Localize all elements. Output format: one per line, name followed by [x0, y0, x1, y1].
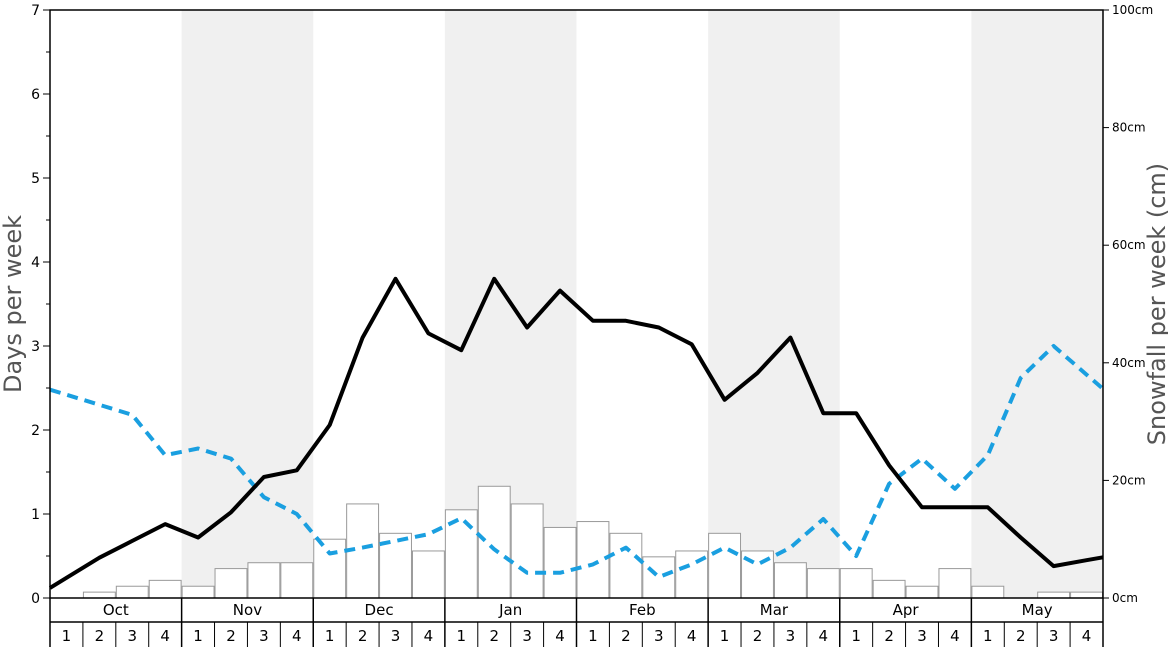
week-label: 2 [621, 627, 631, 645]
y-right-tick-label: 100cm [1112, 3, 1153, 17]
month-shade-may [971, 10, 1103, 598]
snowfall-bar [280, 562, 314, 599]
solid-line-series [48, 276, 1104, 590]
week-label: 2 [95, 627, 105, 645]
y-right-tick-label: 40cm [1112, 356, 1146, 370]
snowfall-bar [148, 579, 182, 599]
snowfall-bar [181, 585, 215, 599]
month-label-feb: Feb [629, 601, 656, 619]
week-label: 1 [62, 627, 72, 645]
snowfall-bar [379, 532, 412, 599]
week-label: 3 [786, 627, 796, 645]
month-label-mar: Mar [760, 601, 789, 619]
y-right-tick-label: 0cm [1112, 591, 1138, 605]
month-shade-nov [181, 10, 314, 598]
snowfall-bar [510, 503, 544, 599]
week-label: 1 [983, 627, 993, 645]
week-label: 2 [489, 627, 499, 645]
snowfall-bar [806, 568, 840, 599]
snowfall-bar [1070, 591, 1103, 599]
week-label: 3 [654, 627, 664, 645]
month-label-apr: Apr [893, 601, 920, 619]
week-label: 2 [226, 627, 236, 645]
week-label: 2 [1016, 627, 1026, 645]
snowfall-bar [115, 585, 149, 599]
y-left-tick-label: 2 [31, 423, 40, 439]
week-label: 2 [358, 627, 368, 645]
week-label: 2 [884, 627, 894, 645]
week-label: 3 [259, 627, 269, 645]
month-label-nov: Nov [233, 601, 262, 619]
month-label-jan: Jan [498, 601, 522, 619]
week-label: 4 [424, 627, 434, 645]
week-label: 1 [193, 627, 203, 645]
week-label: 1 [851, 627, 861, 645]
week-label: 4 [292, 627, 302, 645]
week-label: 4 [160, 627, 170, 645]
y-left-tick-label: 5 [31, 171, 40, 187]
snowfall-bar [905, 585, 939, 599]
month-shading [181, 10, 1103, 598]
y-left-tick-label: 7 [31, 3, 40, 19]
month-shade-mar [708, 10, 840, 598]
week-label: 3 [917, 627, 927, 645]
y-right-tick-label: 20cm [1112, 473, 1146, 487]
snowfall-bar [576, 521, 610, 599]
snowfall-bar [313, 538, 347, 599]
snowfall-bar [872, 579, 906, 599]
snowfall-bar [411, 550, 445, 599]
y-left-tick-label: 4 [31, 255, 40, 271]
line-series [48, 276, 1105, 590]
y-right-tick-label: 60cm [1112, 238, 1146, 252]
axes: 0 1 2 3 4 5 6 7 0cm 20cm 40cm 60cm 80cm 100cm [31, 3, 1153, 607]
snowfall-bar [839, 568, 873, 599]
week-label: 3 [522, 627, 532, 645]
y-axis-left-title: Days per week [0, 215, 27, 393]
week-label: 1 [720, 627, 730, 645]
week-label: 4 [555, 627, 565, 645]
snowfall-bar [708, 532, 742, 599]
y-left-tick-label: 6 [31, 87, 40, 103]
y-left-tick-label: 3 [31, 339, 40, 355]
month-label-oct: Oct [103, 601, 129, 619]
week-label: 1 [457, 627, 467, 645]
snowfall-bar [477, 485, 511, 599]
y-axis-right-title: Snowfall per week (cm) [1143, 163, 1168, 445]
week-label: 3 [1049, 627, 1059, 645]
dashed-line-series [49, 344, 1105, 579]
week-label: 4 [950, 627, 960, 645]
week-label: 4 [687, 627, 697, 645]
week-label: 4 [1082, 627, 1092, 645]
month-label-may: May [1022, 601, 1053, 619]
week-label: 2 [753, 627, 763, 645]
week-label: 3 [127, 627, 137, 645]
month-label-dec: Dec [365, 601, 394, 619]
snowfall-bar [82, 591, 116, 599]
snowfall-bar [609, 532, 643, 599]
x-axis-table: Oct 1 2 3 4 Nov 1 2 3 4 Dec 1 2 3 4 Jan 1 2 3 4 Feb 1 2 3 4 Mar 1 2… [49, 598, 1104, 647]
snowfall-bar [247, 562, 281, 599]
week-label: 1 [325, 627, 335, 645]
snowfall-bar [642, 556, 676, 599]
snowfall-bar [543, 526, 577, 599]
snowfall-bar [773, 562, 807, 599]
week-label: 4 [819, 627, 829, 645]
y-left-tick-label: 0 [31, 591, 40, 607]
week-label: 1 [588, 627, 598, 645]
y-right-tick-label: 80cm [1112, 121, 1146, 135]
y-left-tick-label: 1 [31, 507, 40, 523]
snowfall-bar [938, 568, 972, 599]
snowfall-bar [214, 568, 248, 599]
snowfall-bar [1037, 591, 1071, 599]
week-label: 3 [391, 627, 401, 645]
snowfall-bar [971, 585, 1005, 599]
